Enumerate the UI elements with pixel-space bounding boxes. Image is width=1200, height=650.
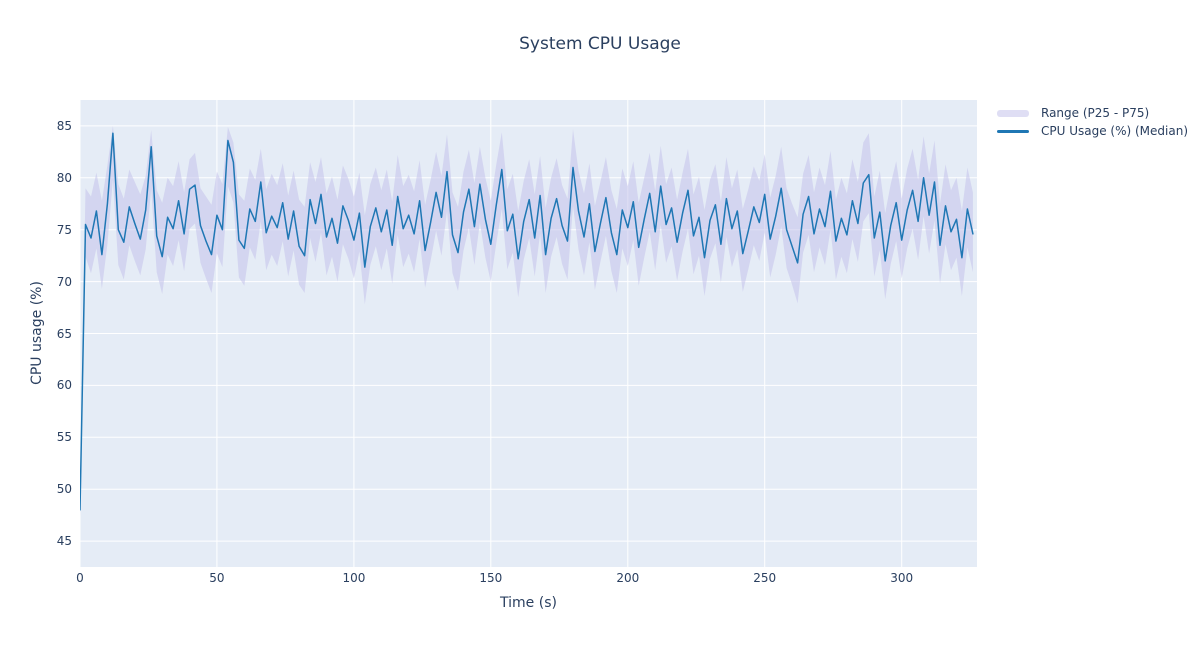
legend-label-median: CPU Usage (%) (Median) (1041, 124, 1189, 138)
y-tick-label: 55 (56, 430, 72, 445)
x-tick-label: 100 (342, 571, 366, 585)
y-tick-label: 75 (56, 222, 72, 237)
y-tick-label: 65 (56, 326, 72, 341)
median-line (80, 132, 974, 511)
x-tick-label: 150 (479, 571, 503, 585)
legend: Range (P25 - P75) CPU Usage (%) (Median) (997, 107, 1188, 137)
x-axis-title: Time (s) (500, 595, 557, 611)
chart-title: System CPU Usage (519, 34, 681, 54)
y-tick-label: 45 (56, 534, 72, 549)
legend-item-median[interactable]: CPU Usage (%) (Median) (997, 125, 1188, 137)
x-tick-label: 250 (753, 571, 777, 585)
y-tick-label: 50 (56, 482, 72, 497)
legend-item-range[interactable]: Range (P25 - P75) (997, 107, 1188, 119)
x-tick-label: 0 (76, 571, 84, 585)
line-swatch-icon (997, 129, 1029, 133)
x-tick-label: 50 (209, 571, 225, 585)
x-tick-label: 300 (890, 571, 914, 585)
y-tick-label: 60 (56, 378, 72, 393)
legend-label-range: Range (P25 - P75) (1041, 106, 1150, 120)
plot-area (80, 100, 977, 567)
chart-svg (80, 100, 977, 567)
y-tick-label: 70 (56, 274, 72, 289)
band-swatch-icon (997, 109, 1029, 117)
y-tick-label: 85 (56, 118, 72, 133)
x-tick-label: 200 (616, 571, 640, 585)
y-tick-label: 80 (56, 170, 72, 185)
